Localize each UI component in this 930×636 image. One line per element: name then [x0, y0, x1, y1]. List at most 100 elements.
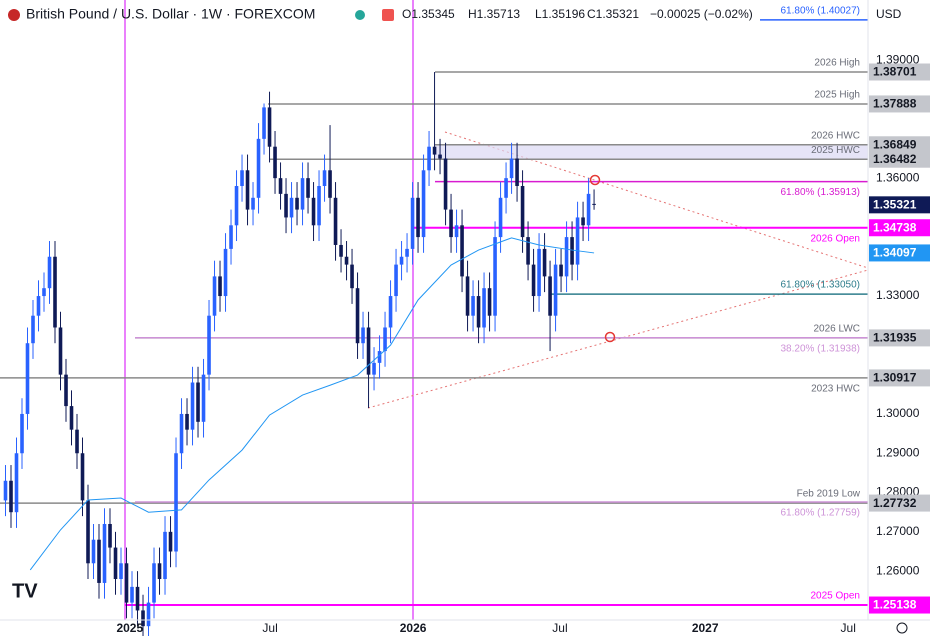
- x-tick-label: Jul: [841, 621, 856, 635]
- candle-body: [130, 586, 134, 603]
- ohlc-high: H1.35713: [468, 7, 520, 21]
- y-tick-label: 1.33000: [876, 288, 920, 302]
- candle-body: [355, 288, 360, 344]
- candle-body: [394, 264, 398, 297]
- candle-body: [97, 539, 101, 583]
- level-text: 61.80% (1.33050): [780, 280, 860, 291]
- level-text: 38.20% (1.31938): [780, 343, 860, 354]
- hwc-band: [435, 144, 868, 160]
- candle-body: [245, 170, 250, 210]
- candle-body: [9, 480, 13, 513]
- price-axis: 1.390001.360001.330001.300001.290001.280…: [869, 52, 930, 614]
- candle-body: [174, 453, 178, 552]
- candle-body: [383, 327, 387, 352]
- candle-body: [504, 178, 508, 198]
- candle-body: [399, 256, 404, 265]
- y-tick-label: 1.27000: [876, 524, 920, 538]
- candle-body: [548, 276, 552, 316]
- candle-body: [229, 225, 233, 249]
- level-price-label-box: [869, 329, 930, 347]
- level-price-label-box: [869, 95, 930, 113]
- candle-body: [146, 602, 151, 627]
- candle-body: [377, 351, 382, 363]
- x-tick-label: Jul: [552, 621, 567, 635]
- level-price-label-box: [869, 150, 930, 168]
- candle-body: [25, 343, 30, 414]
- candle-body: [515, 158, 519, 187]
- level-text: 2023 HWC: [811, 384, 860, 395]
- candle-body: [575, 217, 580, 265]
- candle-body: [207, 315, 211, 375]
- ma-price-label: 1.34097: [873, 246, 917, 260]
- candle-body: [570, 237, 574, 265]
- level-text: 2025 HWC: [811, 145, 860, 156]
- y-tick-label: 1.39000: [876, 52, 920, 66]
- candle-body: [196, 382, 200, 422]
- y-tick-label: 1.26000: [876, 563, 920, 577]
- candle-body: [366, 327, 371, 375]
- candle-body: [449, 209, 453, 238]
- candle-body: [471, 296, 475, 316]
- candle-body: [135, 586, 140, 611]
- level-price-label: 1.36482: [873, 152, 917, 166]
- candle-body: [163, 531, 167, 580]
- trendline-upper: [444, 131, 869, 269]
- candle-body: [427, 146, 431, 171]
- level-text: 2026 High: [814, 58, 860, 69]
- candle-body: [273, 146, 277, 179]
- candle-body: [443, 158, 448, 210]
- candle-body: [64, 374, 68, 407]
- candle-body: [306, 178, 310, 198]
- level-price-label: 1.38701: [873, 65, 917, 79]
- candle-body: [14, 453, 19, 513]
- level-text: Feb 2019 Low: [797, 489, 861, 500]
- y-tick-label: 1.30000: [876, 406, 920, 420]
- status-icon: [382, 9, 394, 21]
- x-tick-label: Jul: [262, 621, 277, 635]
- settings-icon[interactable]: [896, 622, 908, 634]
- target-marker: [589, 174, 601, 186]
- candle-body: [438, 154, 442, 159]
- candle-body: [47, 256, 52, 289]
- candle-body: [113, 547, 118, 580]
- candle-body: [531, 264, 536, 297]
- level-price-label-box: [869, 596, 930, 614]
- candle-body: [124, 563, 129, 603]
- candle-body: [284, 193, 288, 218]
- target-marker: [604, 331, 616, 343]
- candle-body: [75, 429, 79, 454]
- candle-body: [234, 186, 239, 226]
- candle-body: [388, 296, 393, 328]
- candle-body: [564, 237, 569, 277]
- ohlc-open: O1.35345: [402, 7, 455, 21]
- candle-body: [553, 264, 558, 316]
- candle-body: [344, 256, 349, 265]
- candle-body: [361, 327, 365, 344]
- candle-body: [218, 276, 222, 297]
- candle-body: [405, 248, 409, 257]
- candle-body: [493, 237, 497, 316]
- candle-body: [31, 315, 35, 344]
- level-price-label: 1.25138: [873, 598, 917, 612]
- candle-body: [168, 531, 173, 552]
- level-price-label-box: [869, 136, 930, 154]
- candle-body: [295, 197, 299, 210]
- candle-body: [91, 539, 96, 564]
- candle-body: [586, 193, 591, 226]
- level-price-label-box: [869, 494, 930, 512]
- candle-body: [256, 138, 261, 198]
- candle-body: [86, 500, 90, 564]
- level-price-label: 1.31935: [873, 331, 917, 345]
- status-dot: [355, 10, 365, 20]
- last-price-label-box: [869, 196, 930, 214]
- candle-body: [322, 170, 327, 187]
- candle-body: [223, 248, 228, 297]
- level-price-label: 1.36849: [873, 137, 917, 151]
- last-price-label: 1.35321: [873, 198, 917, 212]
- level-price-label-box: [869, 63, 930, 81]
- candle-body: [300, 178, 305, 210]
- logo: TV: [12, 580, 38, 602]
- level-text: 61.80% (1.27759): [780, 508, 860, 519]
- candle-body: [465, 276, 470, 316]
